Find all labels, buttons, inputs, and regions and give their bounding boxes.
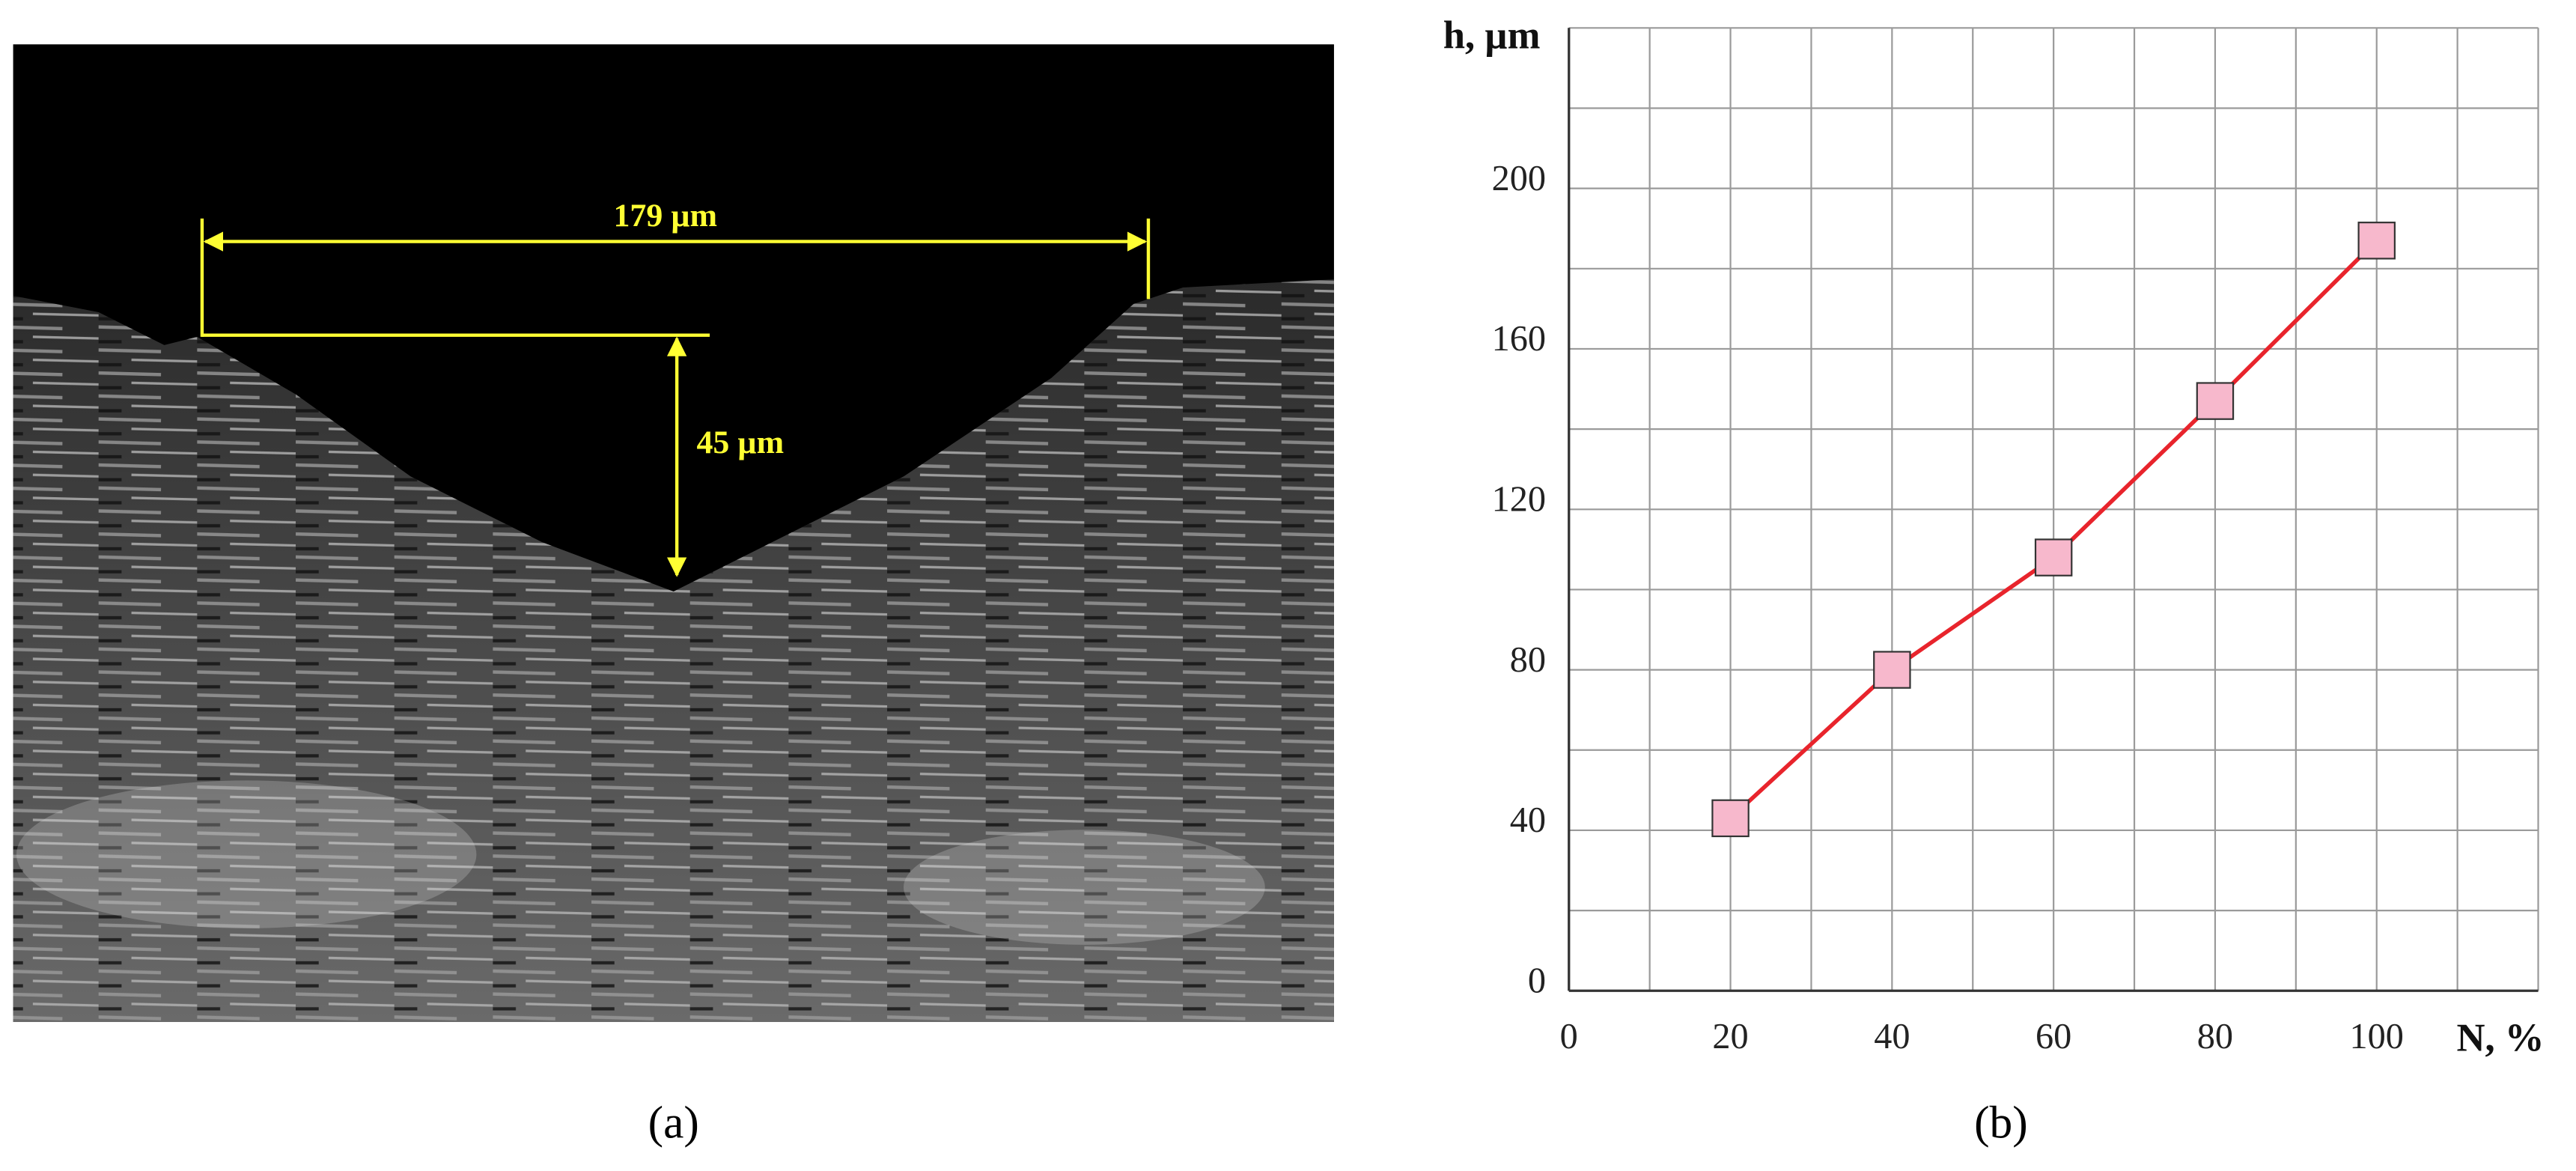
- x-tick-label: 20: [1712, 1017, 1748, 1056]
- chart: h, µm N, % 0 40 80 120 160 200 0 20 40 60 80 100: [1443, 14, 2545, 1060]
- data-marker: [1873, 651, 1911, 689]
- panel-label: (b): [1974, 1098, 2028, 1149]
- panel-label: (a): [648, 1098, 699, 1149]
- x-tick-label: 60: [2035, 1017, 2071, 1056]
- highlight: [903, 830, 1265, 945]
- x-tick-label: 80: [2197, 1017, 2233, 1056]
- x-tick-label: 40: [1874, 1017, 1910, 1056]
- data-marker: [2034, 538, 2073, 577]
- data-marker: [2357, 222, 2396, 260]
- y-axis-label: h, µm: [1443, 14, 1541, 58]
- y-tick-label: 80: [1510, 640, 1546, 680]
- width-label: 179 µm: [613, 198, 717, 234]
- x-axis-label: N, %: [2457, 1016, 2545, 1059]
- annotations: [200, 218, 1151, 577]
- micrograph: 179 µm 45 µm: [13, 44, 1334, 1022]
- metal-texture: [13, 279, 1334, 1022]
- depth-label: 45 µm: [696, 425, 784, 460]
- y-tick-label: 160: [1492, 319, 1546, 359]
- data-marker: [2196, 382, 2235, 420]
- y-tick-label: 200: [1492, 159, 1546, 198]
- x-tick-label: 100: [2350, 1017, 2404, 1056]
- x-tick-label: 0: [1560, 1017, 1578, 1056]
- y-tick-label: 40: [1510, 800, 1546, 840]
- y-tick-label: 0: [1528, 961, 1546, 1001]
- y-tick-label: 120: [1492, 480, 1546, 520]
- data-marker: [1711, 799, 1750, 838]
- highlight: [16, 780, 477, 928]
